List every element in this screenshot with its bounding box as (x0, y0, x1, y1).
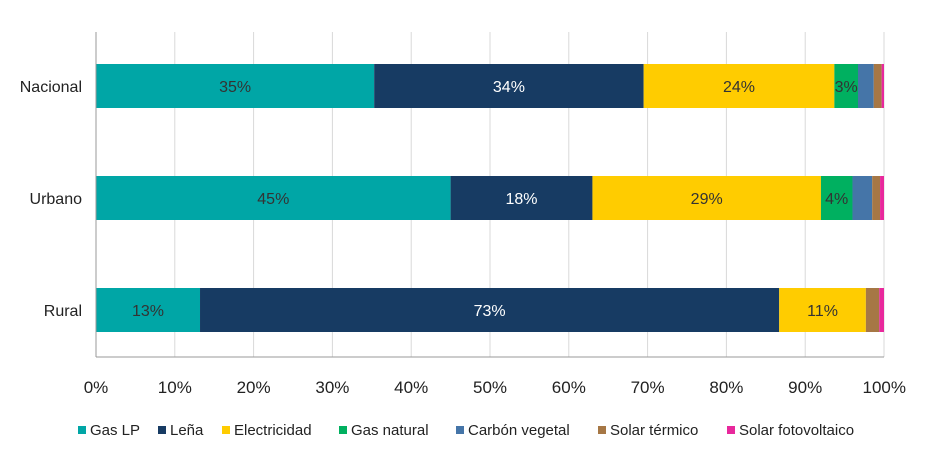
bar-segment (872, 176, 881, 220)
legend-label: Solar fotovoltaico (739, 421, 855, 439)
bar-labels: 35% 34% 24% 3% 45% 18% 29% 4% 13% 73% 11% (132, 79, 858, 320)
bar-segment (643, 64, 835, 108)
bar-segment (374, 64, 644, 108)
bar-segment (96, 176, 451, 220)
legend-item: Solar fotovoltaico (727, 420, 854, 440)
x-tick-label: 60% (552, 378, 586, 397)
category-label: Rural (44, 303, 82, 320)
legend-swatch (456, 426, 464, 434)
bar-segment (865, 288, 880, 332)
x-tick-label: 70% (631, 378, 665, 397)
legend-swatch (158, 426, 166, 434)
category-label: Nacional (20, 79, 82, 96)
x-tick-label: 80% (709, 378, 743, 397)
data-label: 34% (493, 79, 525, 96)
bar-segment (857, 64, 874, 108)
bar-segment (96, 288, 201, 332)
data-label: 45% (257, 191, 289, 208)
data-label: 3% (835, 79, 858, 96)
legend-item: Leña (158, 420, 203, 440)
legend-swatch (339, 426, 347, 434)
legend-label: Leña (170, 421, 204, 439)
axes (95, 32, 884, 358)
legend-label: Electricidad (234, 421, 312, 439)
legend-label: Gas LP (90, 421, 141, 439)
legend-item: Gas LP (78, 420, 140, 440)
bar-segment (96, 64, 375, 108)
bar-segment (834, 64, 858, 108)
x-tick-label: 40% (394, 378, 428, 397)
data-label: 24% (723, 79, 755, 96)
legend-swatch (727, 426, 735, 434)
bar-segment (450, 176, 593, 220)
data-label: 35% (219, 79, 251, 96)
bar-segment (820, 176, 853, 220)
data-label: 13% (132, 303, 164, 320)
bar-segment (200, 288, 780, 332)
legend-swatch (222, 426, 230, 434)
bar-segment (779, 288, 866, 332)
x-tick-label: 100% (863, 378, 906, 397)
bar-segment (873, 64, 882, 108)
data-label: 29% (691, 191, 723, 208)
legend-item: Carbón vegetal (456, 420, 570, 440)
x-tick-label: 90% (788, 378, 822, 397)
bar-segment (852, 176, 873, 220)
legend: Gas LP Leña Electricidad Gas natural Carbón … (0, 420, 927, 442)
data-label: 73% (474, 303, 506, 320)
legend-swatch (78, 426, 86, 434)
bars (96, 64, 884, 332)
x-tick-label: 50% (473, 378, 507, 397)
bar-segment (880, 176, 884, 220)
category-label: Urbano (30, 191, 83, 208)
data-label: 18% (506, 191, 538, 208)
legend-item: Solar térmico (598, 420, 698, 440)
x-tick-label: 20% (237, 378, 271, 397)
x-tick-label: 10% (158, 378, 192, 397)
bar-segment (592, 176, 821, 220)
legend-label: Solar térmico (610, 421, 699, 439)
x-tick-labels: 0% 10% 20% 30% 40% 50% 60% 70% 80% 90% 100% (84, 378, 906, 397)
legend-item: Electricidad (222, 420, 312, 440)
legend-label: Gas natural (351, 421, 429, 439)
legend-swatch (598, 426, 606, 434)
x-tick-label: 30% (315, 378, 349, 397)
data-label: 11% (807, 303, 838, 320)
x-tick-label: 0% (84, 378, 109, 397)
category-labels: Nacional Urbano Rural (20, 79, 82, 320)
legend-item: Gas natural (339, 420, 429, 440)
bar-segment (879, 288, 884, 332)
bar-segment (881, 64, 884, 108)
data-label: 4% (825, 191, 848, 208)
legend-label: Carbón vegetal (468, 421, 570, 439)
